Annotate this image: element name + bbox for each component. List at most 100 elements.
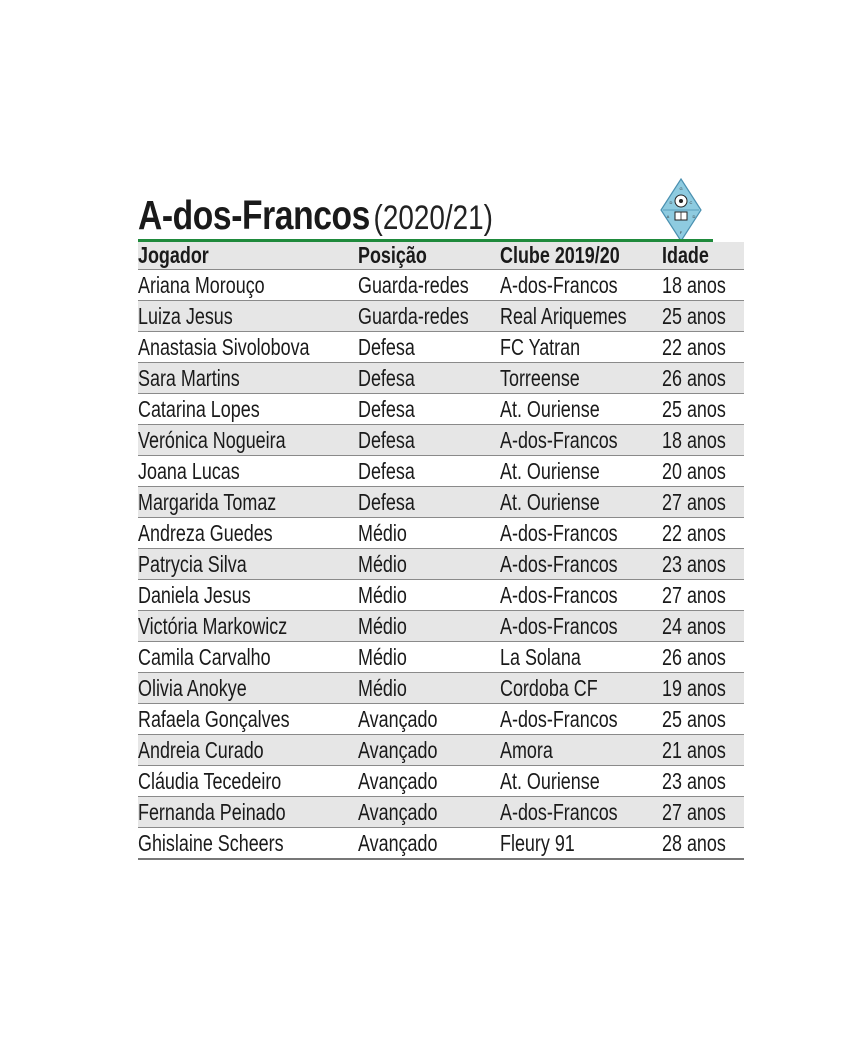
age: 19 anos	[662, 672, 745, 704]
player-name: Luiza Jesus	[138, 300, 358, 332]
header-clube: Clube 2019/20	[499, 242, 663, 270]
previous-club: A-dos-Francos	[499, 579, 663, 611]
table-row: Camila Carvalho Médio La Solana 26 anos	[138, 641, 745, 673]
previous-club: A-dos-Francos	[499, 424, 663, 456]
position: Guarda-redes	[357, 300, 500, 332]
table-row: Margarida Tomaz Defesa At. Ouriense 27 anos	[138, 486, 745, 518]
svg-text:A: A	[667, 214, 670, 219]
header-idade: Idade	[662, 242, 745, 270]
previous-club: A-dos-Francos	[499, 796, 663, 828]
age: 23 anos	[662, 548, 745, 580]
previous-club: Amora	[499, 734, 663, 766]
table-row: Patrycia Silva Médio A-dos-Francos 23 anos	[138, 548, 745, 580]
position: Avançado	[357, 734, 500, 766]
previous-club: A-dos-Francos	[499, 269, 663, 301]
table-row: Olivia Anokye Médio Cordoba CF 19 anos	[138, 672, 745, 704]
player-name: Verónica Nogueira	[138, 424, 358, 456]
age: 28 anos	[662, 827, 745, 860]
table-header-row: Jogador Posição Clube 2019/20 Idade	[138, 242, 745, 270]
position: Defesa	[357, 486, 500, 518]
table-row: Catarina Lopes Defesa At. Ouriense 25 anos	[138, 393, 745, 425]
player-name: Joana Lucas	[138, 455, 358, 487]
age: 22 anos	[662, 331, 745, 363]
position: Avançado	[357, 703, 500, 735]
previous-club: A-dos-Francos	[499, 610, 663, 642]
age: 27 anos	[662, 486, 745, 518]
svg-text:C: C	[690, 200, 693, 205]
player-name: Patrycia Silva	[138, 548, 358, 580]
previous-club: La Solana	[499, 641, 663, 673]
season: (2020/21)	[373, 199, 493, 237]
previous-club: A-dos-Francos	[499, 548, 663, 580]
age: 25 anos	[662, 300, 745, 332]
player-name: Rafaela Gonçalves	[138, 703, 358, 735]
position: Médio	[357, 672, 500, 704]
player-name: Margarida Tomaz	[138, 486, 358, 518]
position: Médio	[357, 641, 500, 673]
previous-club: Torreense	[499, 362, 663, 394]
club-crest-logo: G D C A D F	[660, 178, 702, 242]
player-name: Catarina Lopes	[138, 393, 358, 425]
player-name: Fernanda Peinado	[138, 796, 358, 828]
position: Médio	[357, 579, 500, 611]
svg-text:D: D	[693, 214, 696, 219]
previous-club: At. Ouriense	[499, 486, 663, 518]
position: Defesa	[357, 393, 500, 425]
player-name: Andreza Guedes	[138, 517, 358, 549]
previous-club: Cordoba CF	[499, 672, 663, 704]
age: 22 anos	[662, 517, 745, 549]
player-name: Anastasia Sivolobova	[138, 331, 358, 363]
svg-text:F: F	[680, 230, 683, 235]
age: 21 anos	[662, 734, 745, 766]
player-name: Olivia Anokye	[138, 672, 358, 704]
age: 24 anos	[662, 610, 745, 642]
previous-club: A-dos-Francos	[499, 517, 663, 549]
previous-club: FC Yatran	[499, 331, 663, 363]
position: Defesa	[357, 331, 500, 363]
header-posicao: Posição	[357, 242, 500, 270]
table-row: Victória Markowicz Médio A-dos-Francos 24 a…	[138, 610, 745, 642]
squad-table: Jogador Posição Clube 2019/20 Idade Aria…	[138, 242, 745, 860]
age: 25 anos	[662, 703, 745, 735]
previous-club: At. Ouriense	[499, 455, 663, 487]
previous-club: At. Ouriense	[499, 393, 663, 425]
previous-club: At. Ouriense	[499, 765, 663, 797]
position: Guarda-redes	[357, 269, 500, 301]
table-row: Andreia Curado Avançado Amora 21 anos	[138, 734, 745, 766]
age: 27 anos	[662, 579, 745, 611]
player-name: Camila Carvalho	[138, 641, 358, 673]
player-name: Andreia Curado	[138, 734, 358, 766]
previous-club: A-dos-Francos	[499, 703, 663, 735]
table-row: Anastasia Sivolobova Defesa FC Yatran 22 an…	[138, 331, 745, 363]
team-name: A-dos-Francos	[138, 192, 370, 238]
position: Defesa	[357, 424, 500, 456]
table-row: Fernanda Peinado Avançado A-dos-Francos 27 …	[138, 796, 745, 828]
table-row: Ariana Morouço Guarda-redes A-dos-Francos 1…	[138, 269, 745, 301]
age: 26 anos	[662, 362, 745, 394]
table-row: Verónica Nogueira Defesa A-dos-Francos 18 a…	[138, 424, 745, 456]
table-row: Andreza Guedes Médio A-dos-Francos 22 anos	[138, 517, 745, 549]
table-row: Luiza Jesus Guarda-redes Real Ariquemes 25 …	[138, 300, 745, 332]
player-name: Victória Markowicz	[138, 610, 358, 642]
age: 18 anos	[662, 424, 745, 456]
player-name: Cláudia Tecedeiro	[138, 765, 358, 797]
table-row: Ghislaine Scheers Avançado Fleury 91 28 ano…	[138, 827, 745, 860]
table-row: Cláudia Tecedeiro Avançado At. Ouriense 23 …	[138, 765, 745, 797]
position: Médio	[357, 517, 500, 549]
previous-club: Fleury 91	[499, 827, 663, 860]
svg-text:G: G	[679, 186, 682, 191]
position: Defesa	[357, 362, 500, 394]
header-jogador: Jogador	[138, 242, 358, 270]
player-name: Ariana Morouço	[138, 269, 358, 301]
player-name: Ghislaine Scheers	[138, 827, 358, 860]
table-row: Rafaela Gonçalves Avançado A-dos-Francos 25…	[138, 703, 745, 735]
age: 18 anos	[662, 269, 745, 301]
position: Médio	[357, 548, 500, 580]
title-rule	[138, 239, 713, 242]
age: 25 anos	[662, 393, 745, 425]
previous-club: Real Ariquemes	[499, 300, 663, 332]
table-row: Daniela Jesus Médio A-dos-Francos 27 anos	[138, 579, 745, 611]
position: Avançado	[357, 796, 500, 828]
position: Avançado	[357, 765, 500, 797]
position: Defesa	[357, 455, 500, 487]
